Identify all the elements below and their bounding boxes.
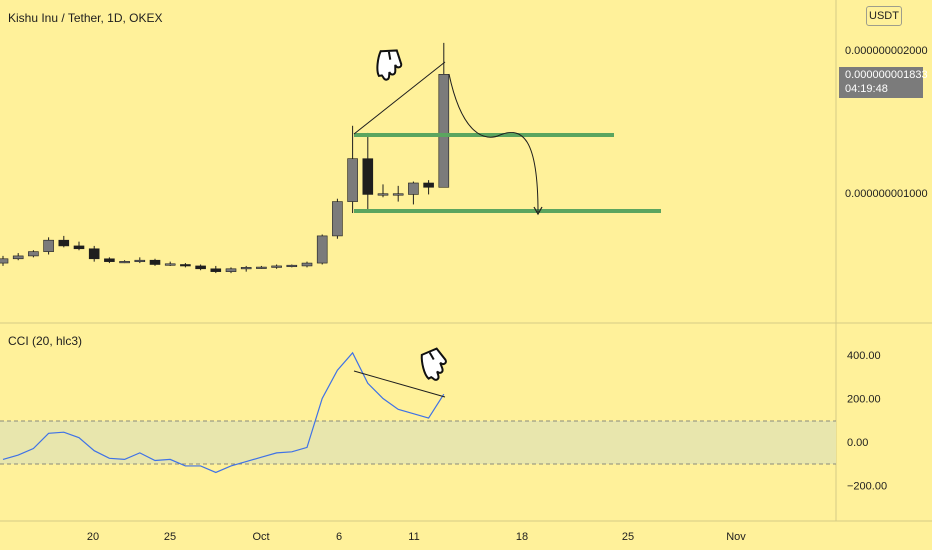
candle-body[interactable] <box>0 258 9 264</box>
candle-body[interactable] <box>164 263 176 266</box>
time-tick-label: 11 <box>408 531 419 543</box>
candle-body[interactable] <box>119 261 130 264</box>
time-tick-label: 20 <box>87 531 99 543</box>
bar-countdown: 04:19:48 <box>845 83 888 95</box>
candle-body[interactable] <box>362 158 374 195</box>
time-tick-label: 6 <box>336 531 342 543</box>
candle-body[interactable] <box>240 267 252 270</box>
candle-body[interactable] <box>225 268 237 272</box>
time-tick-label: 25 <box>622 531 634 543</box>
candle-body[interactable] <box>43 239 54 252</box>
cci-tick-label: 0.00 <box>847 437 868 449</box>
cci-tick-label: 200.00 <box>847 394 881 406</box>
cci-line <box>2 351 445 474</box>
candle-body[interactable] <box>73 245 85 250</box>
candle-body[interactable] <box>104 258 115 262</box>
cci-divergence-line[interactable] <box>353 370 446 398</box>
candle-body[interactable] <box>180 264 191 267</box>
cci-tick-label: −200.00 <box>847 481 887 493</box>
candle-body[interactable] <box>12 255 24 260</box>
cci-axis[interactable]: 400.00 200.00 0.00 −200.00 <box>847 350 887 493</box>
candle-body[interactable] <box>134 259 146 263</box>
pointing-hand-icon <box>420 347 447 381</box>
candle-body[interactable] <box>438 74 450 188</box>
projection-curve[interactable] <box>448 73 539 213</box>
currency-button[interactable]: USDT <box>866 6 902 26</box>
candle-body[interactable] <box>347 158 358 202</box>
pointing-hand-icon <box>376 49 403 81</box>
time-tick-label: 18 <box>516 531 528 543</box>
candle-body[interactable] <box>316 235 328 264</box>
time-axis[interactable]: 20 25 Oct 6 11 18 25 Nov <box>87 531 746 543</box>
cci-tick-label: 400.00 <box>847 350 881 362</box>
cci-band-fill <box>0 421 836 464</box>
cci-label: CCI (20, hlc3) <box>8 334 82 348</box>
projection-arrowhead <box>533 206 543 216</box>
price-axis[interactable]: 0.000000002000 0.000000001000 <box>845 45 928 200</box>
time-tick-label: Oct <box>252 531 269 543</box>
candle-body[interactable] <box>195 265 206 270</box>
candle-body[interactable] <box>301 262 313 267</box>
candle-body[interactable] <box>332 201 343 237</box>
price-trend-line[interactable] <box>353 61 446 135</box>
candle-body[interactable] <box>423 182 434 188</box>
time-tick-label: Nov <box>726 531 746 543</box>
candle-body[interactable] <box>392 193 404 196</box>
last-price-badge: 0.000000001833 04:19:48 <box>839 67 928 98</box>
candle-body[interactable] <box>286 264 298 268</box>
candle-body[interactable] <box>408 182 419 195</box>
candle-body[interactable] <box>271 265 282 268</box>
candles-group <box>0 42 450 274</box>
candle-body[interactable] <box>88 248 100 260</box>
candle-body[interactable] <box>377 193 389 196</box>
symbol-title: Kishu Inu / Tether, 1D, OKEX <box>8 11 163 25</box>
candle-body[interactable] <box>28 251 39 257</box>
time-tick-label: 25 <box>164 531 176 543</box>
price-tick-label: 0.000000002000 <box>845 45 928 57</box>
candle-body[interactable] <box>58 239 70 247</box>
candle-body[interactable] <box>210 268 222 272</box>
price-tick-label: 0.000000001000 <box>845 188 928 200</box>
candle-body[interactable] <box>256 266 267 269</box>
last-price-value: 0.000000001833 <box>845 69 928 81</box>
candle-body[interactable] <box>149 259 161 265</box>
